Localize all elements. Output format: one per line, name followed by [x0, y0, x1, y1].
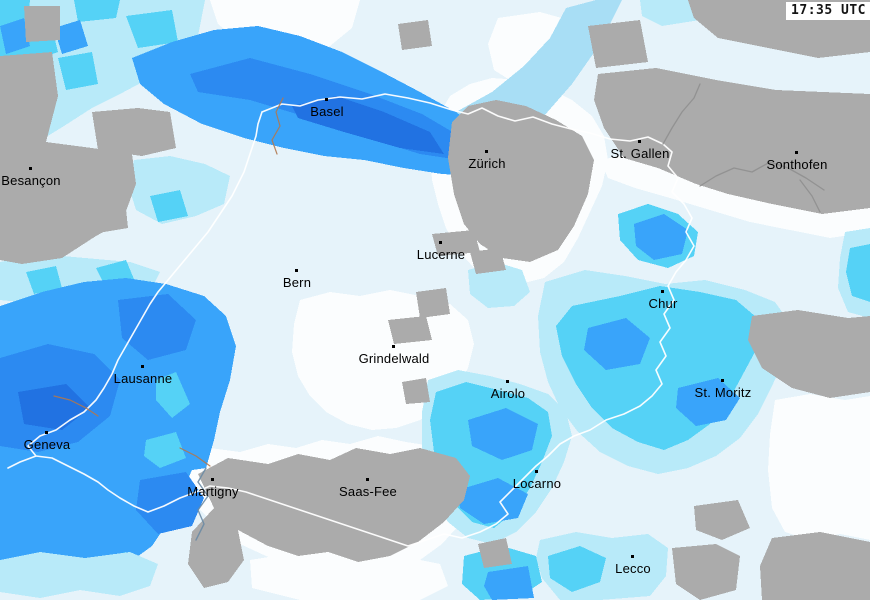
city-dot-icon [485, 150, 488, 153]
city-label: Saas-Fee [339, 484, 397, 499]
national-border-line [7, 93, 695, 547]
city-dot-icon [661, 290, 664, 293]
city-dot-icon [325, 98, 328, 101]
city-label: Besançon [1, 173, 61, 188]
city-dot-icon [439, 241, 442, 244]
timestamp-badge: 17:35 UTC [786, 2, 870, 20]
foreign-border-line [662, 83, 825, 213]
city-label: Basel [310, 104, 344, 119]
city-dot-icon [631, 555, 634, 558]
city-dot-icon [535, 470, 538, 473]
city-dot-icon [392, 345, 395, 348]
city-dot-icon [45, 431, 48, 434]
city-dot-icon [366, 478, 369, 481]
city-dot-icon [295, 269, 298, 272]
border-layer [7, 83, 825, 547]
city-label: Locarno [512, 476, 562, 491]
regional-border-line [53, 97, 284, 467]
city-label: St. Gallen [610, 146, 670, 161]
rain-light-overlay-layer [0, 552, 158, 598]
city-dot-icon [506, 380, 509, 383]
city-dot-icon [638, 140, 641, 143]
city-label: St. Moritz [694, 385, 752, 400]
city-label: Lecco [615, 561, 651, 576]
city-label: Chur [648, 296, 678, 311]
city-label: Airolo [490, 386, 526, 401]
city-label: Geneva [23, 437, 71, 452]
city-label: Lausanne [113, 371, 173, 386]
river-line [195, 467, 209, 541]
city-label: Grindelwald [358, 351, 430, 366]
city-label: Bern [282, 275, 312, 290]
city-dot-icon [211, 478, 214, 481]
city-label: Zürich [468, 156, 506, 171]
city-label: Martigny [187, 484, 239, 499]
city-label: Lucerne [416, 247, 466, 262]
city-dot-icon [795, 151, 798, 154]
city-dot-icon [721, 379, 724, 382]
city-dot-icon [29, 167, 32, 170]
city-dot-icon [141, 365, 144, 368]
city-label: Sonthofen [766, 157, 828, 172]
